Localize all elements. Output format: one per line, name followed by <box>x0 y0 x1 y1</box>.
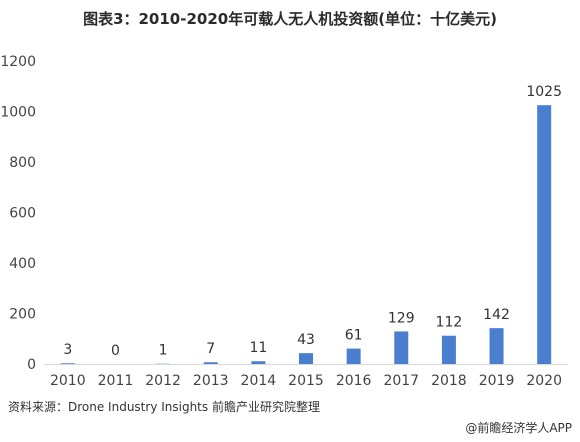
chart-title: 图表3：2010-2020年可载人无人机投资额(单位：十亿美元) <box>83 10 497 28</box>
y-tick-label: 0 <box>27 357 36 373</box>
footer-brand: @前瞻经济学人APP <box>465 421 572 435</box>
bar-2018 <box>441 335 456 364</box>
y-tick-label: 200 <box>9 307 36 323</box>
bar-2015 <box>299 353 313 364</box>
data-label-2017: 129 <box>388 310 415 326</box>
x-tick-label: 2017 <box>383 373 419 389</box>
data-label-2018: 112 <box>436 315 463 331</box>
x-tick-label: 2016 <box>336 373 372 389</box>
bar-2014 <box>251 361 266 364</box>
y-axis-tick-labels: 0 200 400 600 800 1000 1200 <box>0 54 36 373</box>
bar-2010 <box>60 363 75 364</box>
x-tick-label: 2010 <box>50 373 86 389</box>
data-label-2014: 11 <box>249 340 267 356</box>
data-labels: 3 0 1 7 11 43 61 129 112 142 1025 <box>63 84 562 359</box>
y-tick-label: 600 <box>9 206 36 222</box>
data-label-2011: 0 <box>111 343 120 359</box>
x-tick-label: 2019 <box>479 373 515 389</box>
x-axis-tick-labels: 2010 2011 2012 2013 2014 2015 2016 2017 2018 2019… <box>50 373 562 389</box>
x-tick-label: 2012 <box>145 373 181 389</box>
data-label-2012: 1 <box>159 343 168 359</box>
x-tick-label: 2011 <box>98 373 134 389</box>
bar-series <box>60 105 552 364</box>
x-tick-label: 2013 <box>193 373 229 389</box>
data-label-2010: 3 <box>63 342 72 358</box>
bar-2013 <box>203 362 218 364</box>
bar-2016 <box>346 348 361 364</box>
x-tick-label: 2015 <box>288 373 324 389</box>
data-label-2019: 142 <box>483 307 510 323</box>
source-note: 资料来源：Drone Industry Insights 前瞻产业研究院整理 <box>8 400 320 414</box>
data-label-2013: 7 <box>206 341 215 357</box>
data-label-2020: 1025 <box>526 84 562 100</box>
x-tick-label: 2014 <box>241 373 277 389</box>
bar-2020 <box>537 105 552 364</box>
y-tick-label: 400 <box>9 256 36 272</box>
x-tick-label: 2020 <box>526 373 562 389</box>
x-tick-label: 2018 <box>431 373 467 389</box>
data-label-2016: 61 <box>345 328 363 344</box>
bar-2017 <box>394 331 409 364</box>
y-tick-label: 1000 <box>0 105 36 121</box>
data-label-2015: 43 <box>297 332 315 348</box>
bar-2019 <box>489 328 504 364</box>
y-tick-label: 1200 <box>0 54 36 70</box>
y-tick-label: 800 <box>9 155 36 171</box>
